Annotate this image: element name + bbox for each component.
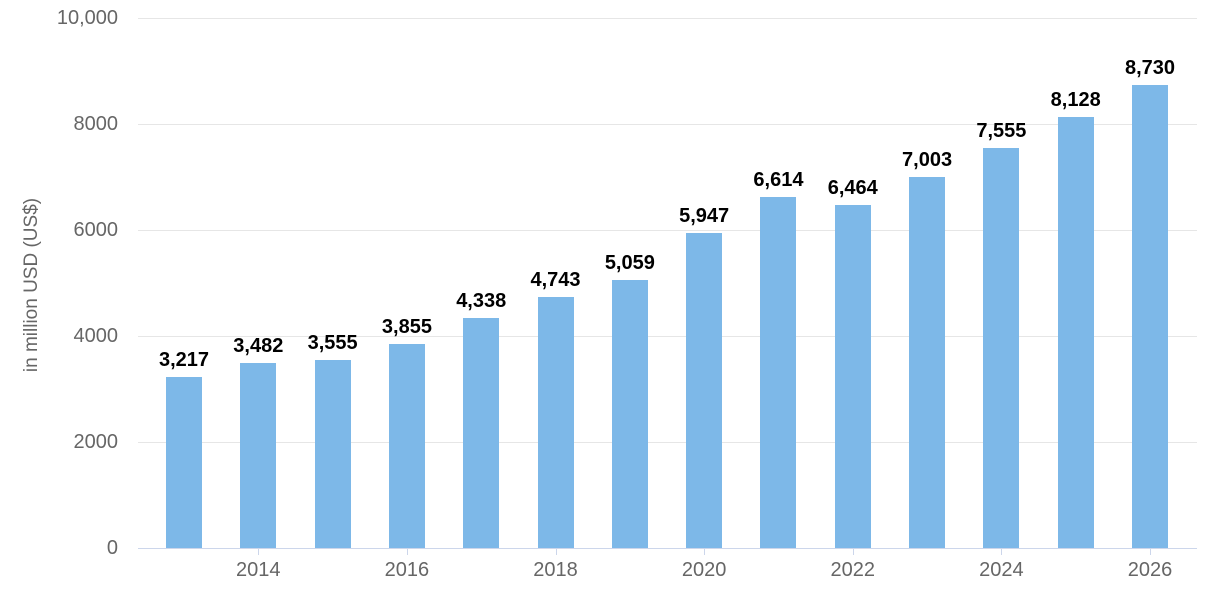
x-tick-label-2020: 2020	[681, 559, 727, 581]
bar-value-label-2016: 3,855	[381, 315, 432, 338]
bar-2025[interactable]	[1057, 117, 1094, 548]
gridline	[138, 18, 1197, 19]
bar-2015[interactable]	[314, 359, 351, 548]
bar-value-label-2018: 4,743	[530, 268, 581, 291]
x-tick-label-2024: 2024	[979, 559, 1024, 581]
y-tick-label: 0	[106, 537, 118, 559]
x-axis-line	[138, 548, 1197, 549]
bar-value-label-2020: 5,947	[679, 204, 730, 227]
x-tick-mark	[1150, 548, 1151, 555]
bar-2017[interactable]	[463, 318, 500, 548]
gridline	[138, 230, 1197, 231]
x-tick-mark	[1001, 548, 1003, 555]
bar-2026[interactable]	[1132, 85, 1168, 548]
bar-value-label-2013: 3,217	[158, 349, 210, 372]
x-tick-label-2022: 2022	[830, 559, 876, 581]
gridline	[138, 336, 1197, 337]
y-tick-label: 4000	[73, 325, 119, 347]
bar-2013[interactable]	[166, 377, 202, 548]
bar-2016[interactable]	[388, 343, 425, 548]
gridline	[138, 442, 1197, 443]
x-tick-label-2018: 2018	[533, 559, 578, 581]
gridline	[138, 124, 1197, 125]
bar-2021[interactable]	[760, 197, 797, 548]
bar-2019[interactable]	[611, 279, 648, 548]
bar-value-label-2014: 3,482	[233, 335, 284, 358]
x-tick-mark	[555, 548, 557, 555]
x-tick-mark	[258, 548, 260, 555]
bar-value-label-2024: 7,555	[976, 119, 1027, 142]
x-tick-mark	[852, 548, 854, 555]
x-tick-mark	[406, 548, 408, 555]
bar-2018[interactable]	[537, 296, 574, 548]
bar-value-label-2022: 6,464	[827, 177, 878, 200]
bar-2020[interactable]	[686, 232, 723, 548]
bar-value-label-2019: 5,059	[604, 251, 655, 274]
bar-value-label-2025: 8,128	[1050, 89, 1101, 112]
x-tick-label-2026: 2026	[1127, 559, 1173, 581]
bar-value-label-2017: 4,338	[456, 290, 507, 313]
x-tick-label-2014: 2014	[236, 559, 281, 581]
x-tick-label-2016: 2016	[384, 559, 430, 581]
y-tick-label: 10,000	[56, 7, 118, 29]
y-tick-label: 2000	[73, 431, 119, 453]
y-tick-label: 6000	[73, 219, 119, 241]
bar-value-label-2021: 6,614	[753, 169, 804, 192]
y-tick-label: 8000	[73, 113, 119, 135]
bar-2024[interactable]	[983, 147, 1020, 548]
bar-value-label-2026: 8,730	[1124, 57, 1176, 80]
bar-value-label-2015: 3,555	[307, 331, 358, 354]
bar-2014[interactable]	[240, 363, 277, 548]
x-tick-mark	[704, 548, 706, 555]
bar-value-label-2023: 7,003	[902, 148, 953, 171]
bar-2023[interactable]	[909, 176, 946, 548]
bar-2022[interactable]	[834, 205, 871, 548]
